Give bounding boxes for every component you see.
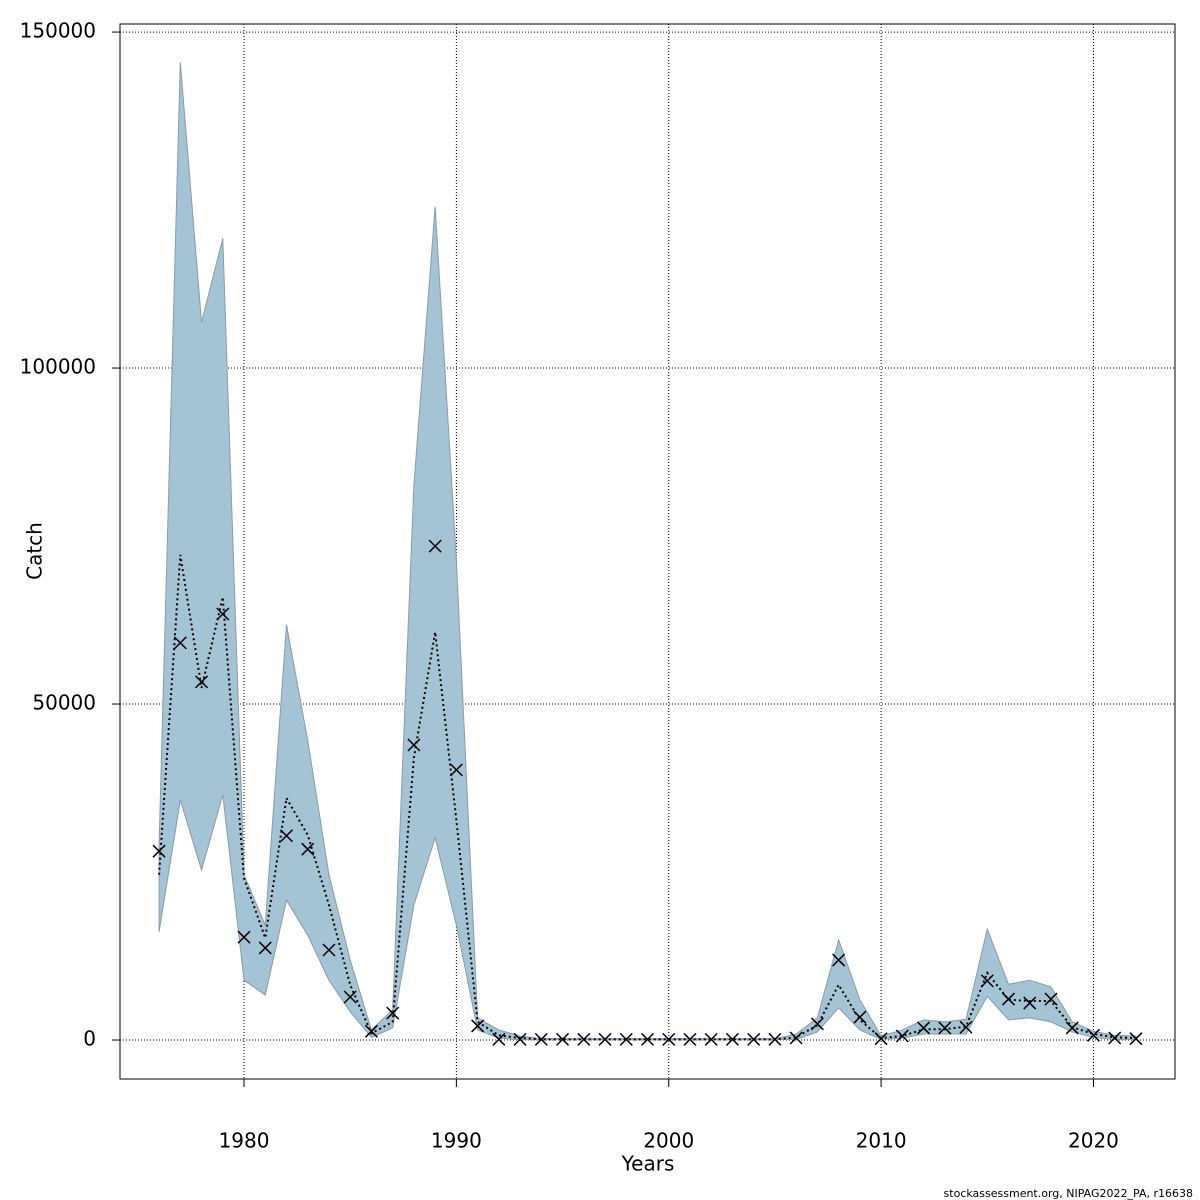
observation-marker: [428, 539, 442, 553]
observation-marker: [1044, 992, 1058, 1006]
observation-marker: [980, 974, 994, 988]
observation-marker: [959, 1020, 973, 1034]
observation-marker: [343, 990, 357, 1004]
x-tick-label: 2000: [643, 1129, 694, 1153]
y-tick-label: 0: [83, 1027, 96, 1051]
observation-marker: [152, 844, 166, 858]
observation-marker: [1129, 1032, 1143, 1046]
y-tick-label: 100000: [20, 355, 96, 379]
x-axis-label: Years: [621, 1152, 675, 1176]
observation-marker: [640, 1032, 655, 1046]
observation-marker: [407, 738, 421, 752]
caption: stockassessment.org, NIPAG2022_PA, r1663…: [944, 1187, 1193, 1200]
observation-marker: [832, 953, 846, 967]
observation-marker: [1001, 992, 1016, 1006]
observation-marker: [917, 1021, 931, 1035]
observation-marker: [279, 829, 294, 843]
observation-marker: [322, 943, 336, 957]
observation-marker: [173, 636, 187, 650]
observation-marker: [216, 607, 230, 621]
observation-marker: [195, 675, 209, 689]
plot-frame: [119, 23, 1176, 1080]
y-tick-label: 50000: [32, 691, 96, 715]
observation-marker: [768, 1032, 782, 1046]
observation-marker: [1086, 1028, 1100, 1042]
observation-marker: [683, 1032, 697, 1046]
observation-marker: [237, 930, 251, 944]
observation-marker: [492, 1032, 506, 1046]
observation-marker: [938, 1021, 952, 1035]
observation-marker: [449, 763, 463, 777]
observation-marker: [386, 1006, 400, 1020]
observation-marker: [662, 1032, 676, 1046]
observation-marker: [556, 1032, 570, 1046]
x-tick-label: 2020: [1068, 1129, 1119, 1153]
x-tick-label: 1980: [219, 1129, 270, 1153]
observation-marker: [301, 842, 315, 856]
observation-marker: [1108, 1031, 1122, 1045]
observation-marker: [598, 1032, 612, 1046]
y-axis-label: Catch: [23, 522, 47, 580]
x-tick-label: 2010: [856, 1129, 907, 1153]
observation-marker: [513, 1032, 527, 1046]
x-tick-label: 1990: [431, 1129, 482, 1153]
observation-marker: [853, 1010, 867, 1024]
observation-marker: [874, 1032, 888, 1046]
observation-marker: [619, 1032, 633, 1046]
observation-marker: [704, 1032, 718, 1046]
observation-marker: [747, 1032, 761, 1046]
observation-marker: [1023, 996, 1037, 1010]
observation-marker: [364, 1024, 378, 1038]
observation-marker: [810, 1017, 824, 1031]
confidence-band: [158, 62, 1137, 1041]
observation-marker: [471, 1019, 485, 1033]
observation-marker: [1065, 1021, 1079, 1035]
observation-marker: [789, 1031, 803, 1045]
observation-marker: [534, 1032, 548, 1046]
y-tick-label: 150000: [20, 19, 96, 43]
observation-marker: [258, 941, 272, 955]
observation-marker: [725, 1032, 739, 1046]
observation-marker: [895, 1029, 909, 1043]
estimate-line: [158, 554, 1136, 1041]
observation-marker: [577, 1032, 591, 1046]
